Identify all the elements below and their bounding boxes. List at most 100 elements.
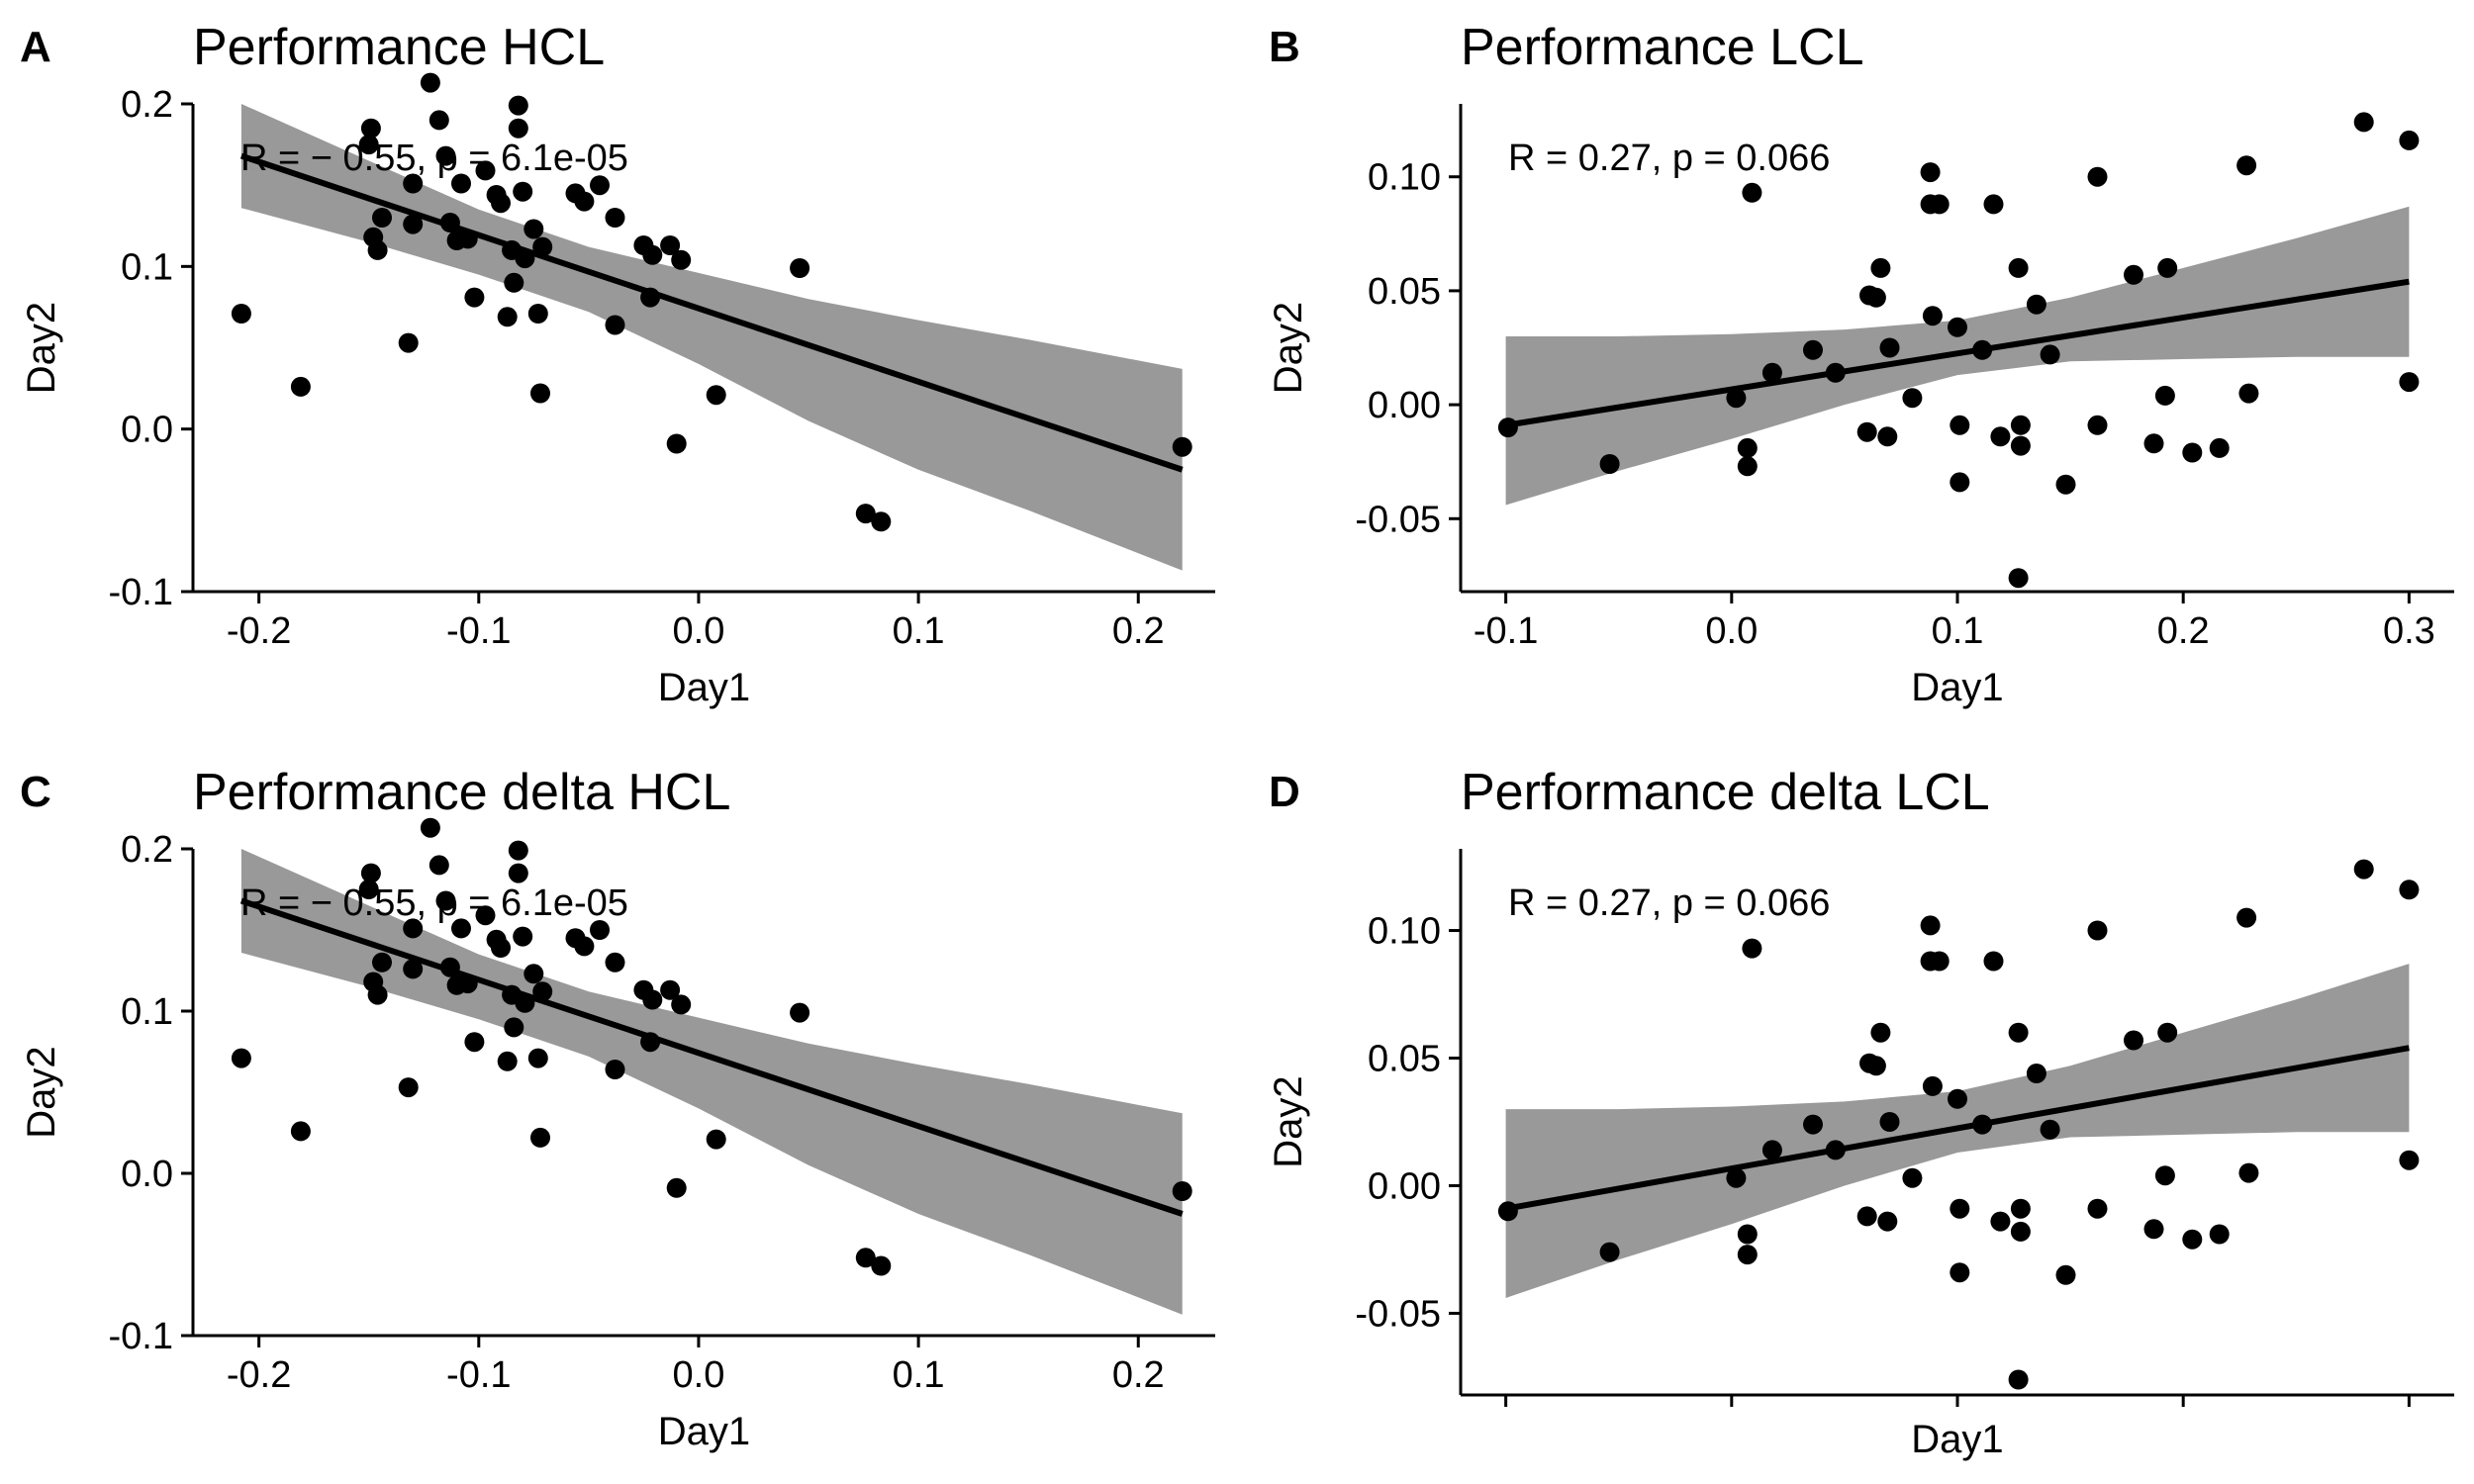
data-point: [642, 989, 663, 1010]
data-point: [1972, 1114, 1993, 1135]
data-point: [497, 1051, 518, 1071]
data-point: [508, 840, 528, 861]
data-point: [1497, 417, 1518, 438]
x-axis-label: Day1: [1911, 666, 2003, 709]
x-tick-label: 0.2: [1112, 610, 1165, 652]
data-point: [1948, 1088, 1967, 1109]
y-axis-label: Day2: [1267, 302, 1310, 394]
panel-title: Performance LCL: [1461, 19, 1864, 76]
data-point: [1761, 1140, 1782, 1160]
data-point: [2010, 1221, 2031, 1242]
data-point: [1983, 951, 2004, 972]
data-point: [640, 1032, 661, 1053]
data-point: [513, 926, 533, 947]
regression-line: [239, 152, 1184, 473]
data-point: [2008, 1022, 2029, 1043]
data-point: [1950, 472, 1970, 493]
data-point: [358, 135, 379, 155]
data-point: [1761, 362, 1782, 383]
y-tick-label: 0.00: [1368, 1165, 1441, 1207]
data-point: [2399, 130, 2420, 150]
data-point: [1825, 362, 1846, 383]
x-tick-label: -0.1: [446, 610, 511, 652]
data-point: [1599, 454, 1620, 474]
data-point: [1902, 1167, 1923, 1188]
data-point: [428, 855, 449, 876]
x-axis-label: Day1: [658, 1410, 750, 1453]
confidence-band: [240, 104, 1183, 571]
y-tick-label: 0.0: [121, 1154, 173, 1195]
data-point: [1865, 1056, 1886, 1076]
data-point: [2087, 166, 2108, 187]
data-point: [1856, 421, 1877, 442]
panel-letter: D: [1269, 768, 1300, 816]
data-point: [605, 208, 625, 228]
data-point: [290, 376, 311, 397]
data-point: [706, 385, 726, 406]
data-point: [2209, 1224, 2230, 1245]
data-point: [706, 1129, 726, 1150]
data-point: [671, 249, 692, 270]
panel-title: Performance delta HCL: [193, 764, 730, 821]
data-point: [2124, 1030, 2143, 1051]
y-tick-label: 0.10: [1368, 157, 1441, 199]
data-point: [2026, 1064, 2046, 1083]
data-point: [605, 315, 625, 335]
data-point: [372, 952, 392, 973]
data-point: [530, 1127, 550, 1148]
y-axis-label: Day2: [20, 302, 63, 394]
x-tick-label: 0.0: [673, 610, 725, 652]
x-axis-label: Day1: [658, 666, 750, 709]
data-point: [2040, 344, 2060, 365]
data-point: [515, 992, 535, 1013]
x-tick-label: -0.1: [1474, 610, 1538, 652]
data-point: [1856, 1206, 1877, 1227]
x-tick-label: 0.1: [1932, 610, 1984, 652]
data-point: [372, 208, 392, 228]
data-point: [660, 979, 681, 1000]
panel-title: Performance HCL: [193, 19, 605, 76]
data-point: [403, 918, 424, 939]
data-point: [574, 936, 595, 957]
data-point: [403, 959, 424, 979]
data-point: [2010, 435, 2031, 456]
x-tick-label: 0.0: [673, 1354, 725, 1396]
data-point: [491, 938, 511, 958]
data-point: [439, 957, 460, 977]
data-point: [231, 1048, 251, 1068]
data-point: [1172, 1181, 1192, 1201]
data-point: [513, 181, 533, 202]
data-point: [435, 145, 456, 166]
data-point: [2154, 1165, 2175, 1186]
data-point: [2399, 1150, 2420, 1170]
data-point: [367, 239, 388, 260]
data-point: [605, 952, 625, 973]
panel-a: A Performance HCL R = − 0.55, p = 6.1e-05 -…: [20, 19, 1215, 709]
data-point: [2399, 880, 2420, 900]
y-tick-label: 0.2: [121, 84, 173, 126]
data-point: [1865, 287, 1886, 308]
correlation-annotation: R = 0.27, p = 0.066: [1508, 882, 1830, 924]
data-point: [605, 1060, 625, 1079]
data-point: [2238, 383, 2259, 404]
data-point: [574, 191, 595, 212]
y-axis-label: Day2: [20, 1046, 63, 1138]
data-point: [527, 1048, 548, 1068]
data-point: [1803, 1114, 1823, 1135]
y-tick-label: 0.10: [1368, 911, 1441, 953]
correlation-annotation: R = 0.27, p = 0.066: [1508, 138, 1830, 179]
data-point: [1726, 1167, 1747, 1188]
data-point: [451, 173, 471, 194]
y-tick-label: -0.1: [109, 1316, 173, 1357]
data-point: [1983, 194, 2004, 215]
data-point: [666, 1177, 687, 1198]
y-tick-label: 0.2: [121, 829, 173, 871]
data-point: [1737, 1245, 1758, 1265]
panel-c: C Performance delta HCL R = − 0.55, p = 6.…: [20, 764, 1215, 1453]
data-point: [1726, 388, 1747, 409]
panel-letter: A: [20, 23, 51, 71]
data-point: [428, 110, 449, 131]
data-point: [530, 383, 550, 404]
data-point: [790, 1002, 810, 1023]
